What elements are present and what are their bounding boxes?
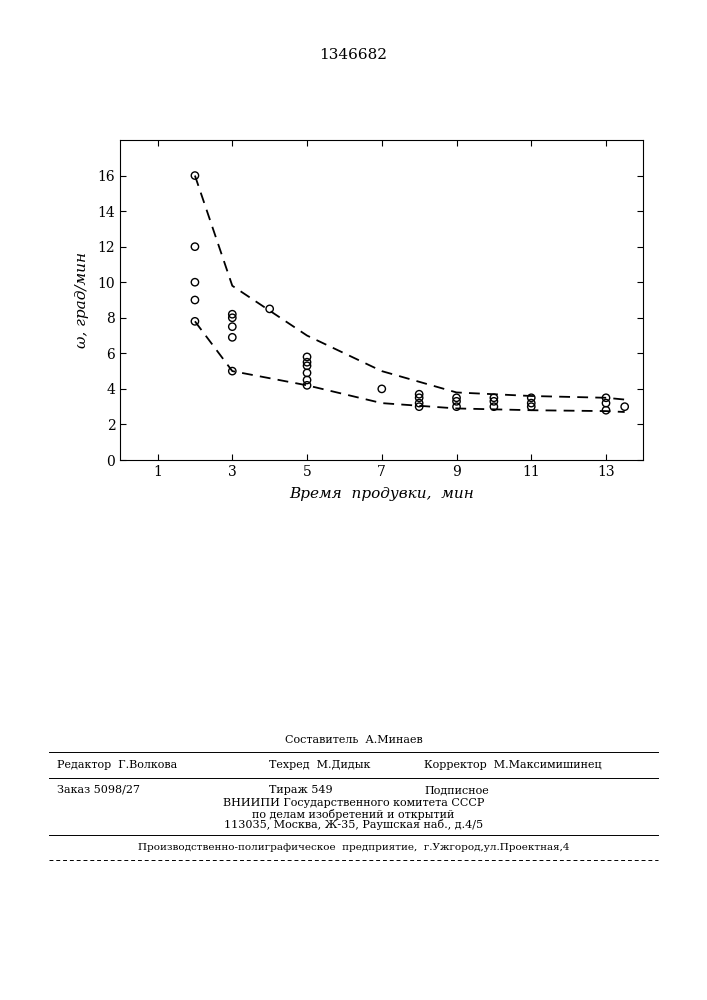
Text: Редактор  Г.Волкова: Редактор Г.Волкова <box>57 760 177 770</box>
Point <box>301 358 312 374</box>
Point <box>227 310 238 326</box>
Point <box>489 399 500 415</box>
Point <box>451 390 462 406</box>
Text: 113035, Москва, Ж-35, Раушская наб., д.4/5: 113035, Москва, Ж-35, Раушская наб., д.4… <box>224 820 483 830</box>
Point <box>189 313 201 329</box>
Text: Корректор  М.Максимишинец: Корректор М.Максимишинец <box>424 760 602 770</box>
X-axis label: Время  продувки,  мин: Время продувки, мин <box>289 487 474 501</box>
Point <box>525 395 537 411</box>
Text: по делам изобретений и открытий: по делам изобретений и открытий <box>252 808 455 820</box>
Point <box>227 363 238 379</box>
Point <box>489 390 500 406</box>
Point <box>489 393 500 409</box>
Text: Составитель  А.Минаев: Составитель А.Минаев <box>285 735 422 745</box>
Point <box>600 390 612 406</box>
Point <box>525 399 537 415</box>
Point <box>451 393 462 409</box>
Point <box>376 381 387 397</box>
Point <box>619 399 631 415</box>
Point <box>451 399 462 415</box>
Point <box>189 292 201 308</box>
Text: Подписное: Подписное <box>424 785 489 795</box>
Text: 1346682: 1346682 <box>320 48 387 62</box>
Text: Техред  М.Дидык: Техред М.Дидык <box>269 760 370 770</box>
Text: Заказ 5098/27: Заказ 5098/27 <box>57 785 139 795</box>
Point <box>227 319 238 335</box>
Point <box>414 390 425 406</box>
Point <box>414 386 425 402</box>
Text: Производственно-полиграфическое  предприятие,  г.Ужгород,ул.Проектная,4: Производственно-полиграфическое предприя… <box>138 844 569 852</box>
Point <box>264 301 275 317</box>
Point <box>301 372 312 388</box>
Point <box>189 168 201 184</box>
Text: ВНИИПИ Государственного комитета СССР: ВНИИПИ Государственного комитета СССР <box>223 798 484 808</box>
Point <box>301 354 312 370</box>
Point <box>189 274 201 290</box>
Point <box>227 329 238 345</box>
Y-axis label: ω, град/мин: ω, град/мин <box>75 252 89 348</box>
Point <box>600 395 612 411</box>
Text: Тираж 549: Тираж 549 <box>269 785 332 795</box>
Point <box>414 395 425 411</box>
Point <box>301 349 312 365</box>
Point <box>301 365 312 381</box>
Point <box>301 377 312 393</box>
Point <box>600 402 612 418</box>
Point <box>525 390 537 406</box>
Point <box>189 239 201 255</box>
Point <box>227 306 238 322</box>
Point <box>414 399 425 415</box>
